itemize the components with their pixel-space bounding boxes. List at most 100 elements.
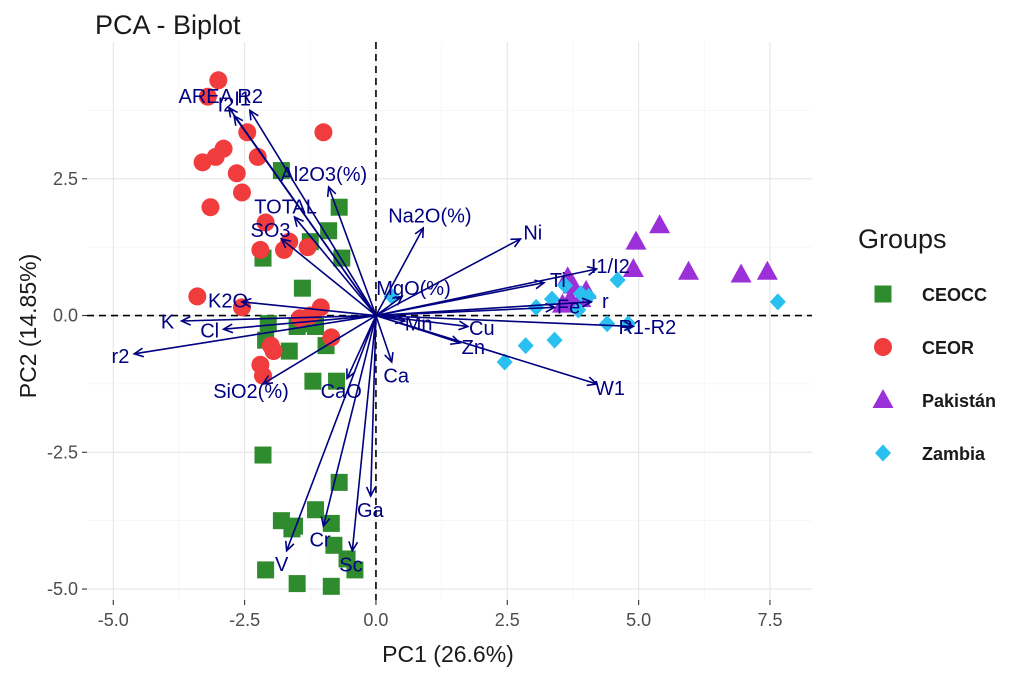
y-tick-label: 2.5 [53, 169, 78, 189]
chart-title: PCA - Biplot [95, 10, 241, 40]
y-tick-label: -5.0 [47, 579, 78, 599]
loading-arrowhead-i1-i2 [586, 265, 599, 276]
loading-arrowhead-total [293, 215, 304, 227]
loading-arrowhead-al2o3- [326, 185, 337, 198]
loading-arrowhead-sio2- [261, 375, 274, 385]
point-ceocc [304, 372, 322, 390]
loading-arrowhead-ca [384, 352, 394, 364]
point-zambia [570, 301, 587, 319]
loading-arrow-k2o [241, 301, 377, 317]
point-ceocc [320, 222, 338, 240]
loading-label-total: TOTAL [254, 196, 317, 218]
x-tick-label: -5.0 [98, 610, 129, 630]
loading-arrow-cu [375, 314, 468, 328]
point-ceocc [280, 342, 298, 360]
point-ceor [251, 240, 270, 259]
loading-arrow-r [375, 301, 592, 317]
point-pakist-n [756, 260, 778, 280]
loading-label-cao: CaO [321, 381, 362, 403]
point-zambia [546, 331, 563, 349]
x-tick-label: 7.5 [757, 610, 782, 630]
loading-arrow-w1 [375, 314, 597, 385]
point-ceor [256, 213, 275, 232]
loading-label-cl: Cl [200, 320, 219, 342]
loading-arrow-i1-i2 [375, 268, 597, 317]
loading-label-i2: I2 [218, 94, 235, 116]
loading-arrowhead-cr [320, 516, 331, 528]
point-zambia [557, 276, 574, 294]
point-zambia [528, 298, 545, 316]
legend-key-ceocc [874, 285, 892, 303]
legend-title: Groups [858, 224, 947, 254]
loading-arrow-k [181, 314, 376, 322]
x-tick-label: 5.0 [626, 610, 651, 630]
axis-ticks: -5.0 -2.5 0.0 2.5 5.0 7.5 -5.0 -2.5 0.0 2.5 [47, 169, 783, 630]
point-pakist-n [730, 263, 752, 283]
point-zambia [609, 271, 626, 289]
point-ceocc [257, 561, 275, 579]
point-zambia [599, 315, 616, 333]
loading-arrow-mgo- [375, 295, 403, 317]
point-ceocc [307, 501, 325, 519]
legend-label-zambia: Zambia [922, 444, 986, 464]
loading-label-cr: Cr [309, 530, 330, 552]
loading-arrowhead-mgo- [392, 295, 404, 306]
point-ceor [209, 71, 228, 90]
loading-arrowhead-k2o [240, 297, 252, 308]
legend: Groups CEOCC CEOR Pakistán Zambia [858, 224, 996, 464]
loading-label-cu: Cu [469, 318, 495, 340]
loading-arrowhead-area-r2 [227, 106, 238, 118]
loading-arrowhead-ga [365, 486, 377, 498]
point-ceocc [259, 315, 277, 333]
point-ceor [201, 198, 220, 217]
legend-key-zambia [875, 444, 891, 462]
x-axis-title: PC1 (26.6%) [382, 641, 514, 667]
loading-arrow-i2 [233, 115, 377, 316]
loading-label-w1: W1 [595, 378, 625, 400]
loading-arrowhead-r1-r2 [623, 321, 636, 332]
loading-arrowhead-r [581, 297, 594, 308]
legend-label-ceocc: CEOCC [922, 285, 987, 305]
loading-label-al2o3-: Al2O3(%) [280, 164, 367, 186]
loading-label-v: V [275, 554, 289, 576]
point-ceocc [328, 372, 346, 390]
loading-arrow-r1-r2 [375, 314, 634, 328]
x-tick-label: -2.5 [229, 610, 260, 630]
loading-arrowhead-cao [346, 368, 356, 381]
point-pakist-n [678, 260, 700, 280]
loading-label-zn: Zn [462, 337, 485, 359]
point-pakist-n [625, 230, 647, 250]
loading-arrow-cr [322, 315, 377, 527]
point-ceor [232, 183, 251, 202]
loading-label-k2o: K2O [208, 290, 248, 312]
loading-arrow-total [293, 216, 377, 317]
loading-arrow-ga [369, 315, 377, 497]
y-axis-title: PC2 (14.85%) [15, 254, 41, 398]
point-zambia [572, 285, 589, 303]
loading-arrowhead-i1 [248, 108, 259, 121]
loading-label-ni: Ni [523, 222, 542, 244]
loading-arrowhead-k [179, 315, 192, 326]
legend-label-pakist-n: Pakistán [922, 391, 996, 411]
point-pakist-n [622, 258, 644, 278]
point-ceocc [293, 279, 311, 297]
point-zambia [517, 337, 534, 355]
legend-keys: CEOCC CEOR Pakistán Zambia [872, 285, 996, 464]
loading-label-i1: I1 [234, 88, 251, 110]
loading-arrow-al2o3- [327, 186, 377, 316]
point-ceocc [254, 446, 272, 464]
loading-label-sio2-: SiO2(%) [213, 381, 289, 403]
y-tick-label: -2.5 [47, 442, 78, 462]
loading-label-ga: Ga [357, 500, 385, 522]
loading-label-i1-i2: I1/I2 [591, 256, 630, 278]
point-ceocc [322, 577, 340, 595]
point-ceor [322, 328, 341, 347]
point-ceor [298, 238, 317, 257]
loading-arrowhead-cl [221, 323, 234, 334]
loading-arrow-cl [223, 314, 377, 331]
point-ceor [253, 366, 272, 385]
loading-label-so3: SO3 [250, 220, 290, 242]
loading-arrow-na2o- [375, 227, 424, 316]
y-tick-label: 0.0 [53, 306, 78, 326]
point-ceor [227, 164, 246, 183]
